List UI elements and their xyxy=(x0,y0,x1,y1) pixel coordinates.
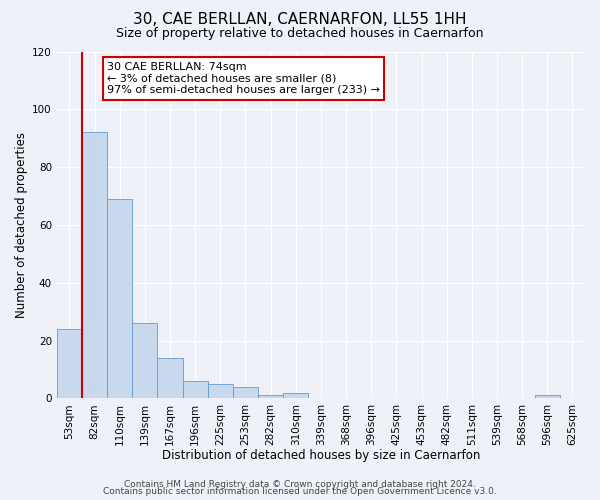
Bar xyxy=(233,387,258,398)
Bar xyxy=(535,396,560,398)
X-axis label: Distribution of detached houses by size in Caernarfon: Distribution of detached houses by size … xyxy=(162,450,480,462)
Text: Contains HM Land Registry data © Crown copyright and database right 2024.: Contains HM Land Registry data © Crown c… xyxy=(124,480,476,489)
Text: 30 CAE BERLLAN: 74sqm
← 3% of detached houses are smaller (8)
97% of semi-detach: 30 CAE BERLLAN: 74sqm ← 3% of detached h… xyxy=(107,62,380,95)
Text: Size of property relative to detached houses in Caernarfon: Size of property relative to detached ho… xyxy=(116,28,484,40)
Text: Contains public sector information licensed under the Open Government Licence v3: Contains public sector information licen… xyxy=(103,487,497,496)
Text: 30, CAE BERLLAN, CAERNARFON, LL55 1HH: 30, CAE BERLLAN, CAERNARFON, LL55 1HH xyxy=(133,12,467,28)
Bar xyxy=(283,392,308,398)
Bar xyxy=(82,132,107,398)
Bar xyxy=(157,358,182,399)
Bar xyxy=(182,381,208,398)
Y-axis label: Number of detached properties: Number of detached properties xyxy=(15,132,28,318)
Bar xyxy=(107,199,132,398)
Bar xyxy=(258,396,283,398)
Bar xyxy=(132,323,157,398)
Bar xyxy=(57,329,82,398)
Bar xyxy=(208,384,233,398)
